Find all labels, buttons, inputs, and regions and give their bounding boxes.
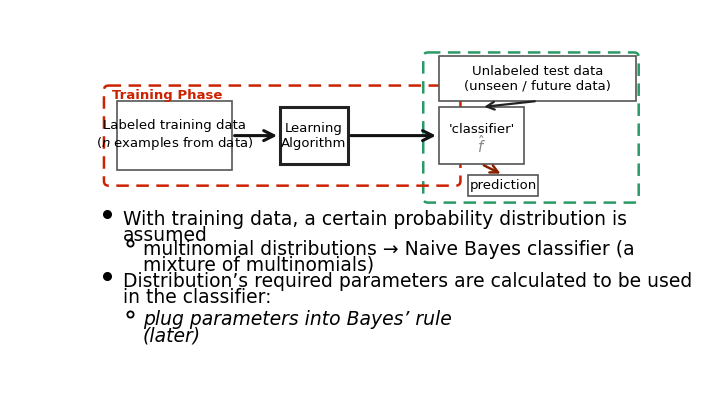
Text: Labeled training data
($n$ examples from data): Labeled training data ($n$ examples from… <box>96 119 253 152</box>
Text: $\hat{f}$: $\hat{f}$ <box>477 134 486 156</box>
Bar <box>438 56 636 101</box>
Bar <box>468 175 538 196</box>
Bar <box>438 107 524 164</box>
Text: prediction: prediction <box>469 179 536 192</box>
Bar <box>280 107 348 164</box>
Text: mixture of multinomials): mixture of multinomials) <box>143 256 374 275</box>
Text: Distribution’s required parameters are calculated to be used: Distribution’s required parameters are c… <box>122 272 692 291</box>
Text: With training data, a certain probability distribution is: With training data, a certain probabilit… <box>122 210 626 229</box>
Text: multinomial distributions → Naive Bayes classifier (a: multinomial distributions → Naive Bayes … <box>143 240 634 258</box>
Text: in the classifier:: in the classifier: <box>122 288 271 307</box>
Text: Unlabeled test data
(unseen / future data): Unlabeled test data (unseen / future dat… <box>464 65 611 93</box>
Text: 'classifier': 'classifier' <box>449 123 515 136</box>
Bar <box>117 101 232 170</box>
Text: Training Phase: Training Phase <box>112 89 222 102</box>
Text: Learning
Algorithm: Learning Algorithm <box>282 122 346 149</box>
Text: plug parameters into Bayes’ rule: plug parameters into Bayes’ rule <box>143 310 457 329</box>
Text: (later): (later) <box>143 326 201 345</box>
Text: assumed: assumed <box>122 226 207 245</box>
